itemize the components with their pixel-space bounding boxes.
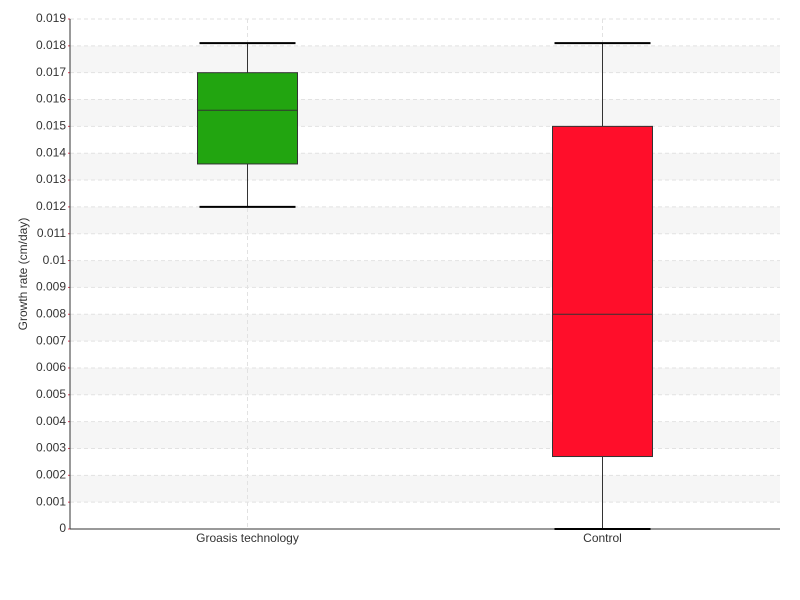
y-tick-label: 0.018 — [36, 38, 66, 52]
box — [197, 72, 298, 165]
grid-band — [70, 206, 780, 234]
y-tick-label: 0.006 — [36, 360, 66, 374]
y-tick-label: 0 — [59, 521, 66, 535]
y-tick-label: 0.001 — [36, 494, 66, 508]
y-tick-label: 0.012 — [36, 199, 66, 213]
y-tick-label: 0.002 — [36, 467, 66, 481]
grid-band — [70, 99, 780, 127]
y-tick-label: 0.014 — [36, 145, 66, 159]
box — [552, 125, 653, 458]
grid-band — [70, 153, 780, 181]
y-tick-label: 0.005 — [36, 387, 66, 401]
x-tick-label: Control — [583, 531, 622, 545]
y-tick-label: 0.017 — [36, 65, 66, 79]
grid-band — [70, 314, 780, 342]
y-tick-label: 0.01 — [43, 253, 67, 267]
y-tick-label: 0.008 — [36, 306, 66, 320]
y-tick-label: 0.004 — [36, 414, 66, 428]
grid-band — [70, 260, 780, 288]
grid-band — [70, 421, 780, 449]
y-tick-label: 0.007 — [36, 333, 66, 347]
y-tick-label: 0.016 — [36, 92, 66, 106]
grid-band — [70, 475, 780, 503]
y-tick-label: 0.003 — [36, 441, 66, 455]
grid-band — [70, 45, 780, 73]
y-tick-label: 0.013 — [36, 172, 66, 186]
y-tick-label: 0.015 — [36, 119, 66, 133]
y-tick-label: 0.019 — [36, 11, 66, 25]
y-tick-label: 0.011 — [37, 226, 66, 240]
y-tick-label: 0.009 — [36, 280, 66, 294]
grid-band — [70, 367, 780, 395]
x-tick-label: Groasis technology — [196, 531, 299, 545]
y-axis-label: Growth rate (cm/day) — [16, 218, 30, 331]
